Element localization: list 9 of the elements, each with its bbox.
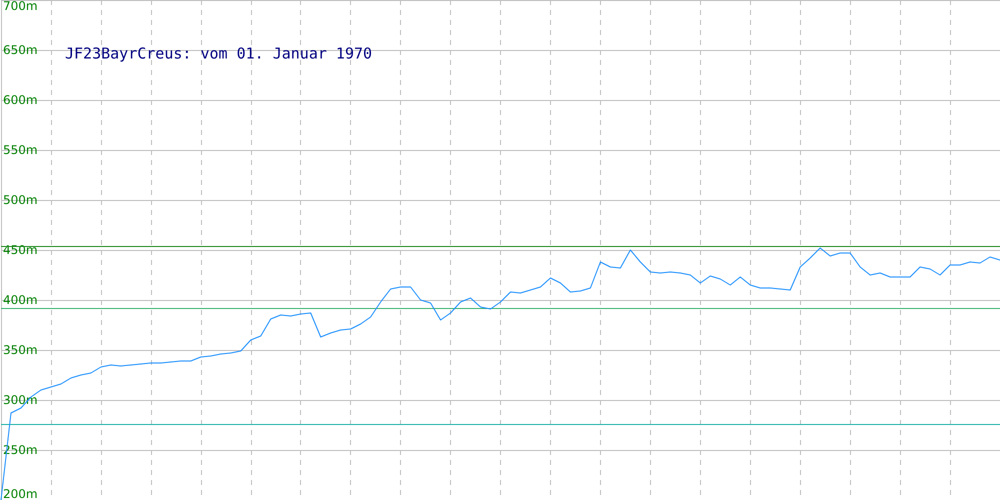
y-tick-label: 650m (3, 43, 38, 57)
y-tick-label: 550m (3, 143, 38, 157)
y-tick-label: 400m (3, 293, 38, 307)
y-tick-label: 350m (3, 343, 38, 357)
y-tick-label: 500m (3, 193, 38, 207)
y-tick-label: 700m (3, 0, 38, 13)
y-tick-label: 200m (3, 487, 38, 500)
y-tick-label: 600m (3, 93, 38, 107)
text: JF23BayrCreus: vom 01. Januar 1970 (65, 44, 372, 62)
